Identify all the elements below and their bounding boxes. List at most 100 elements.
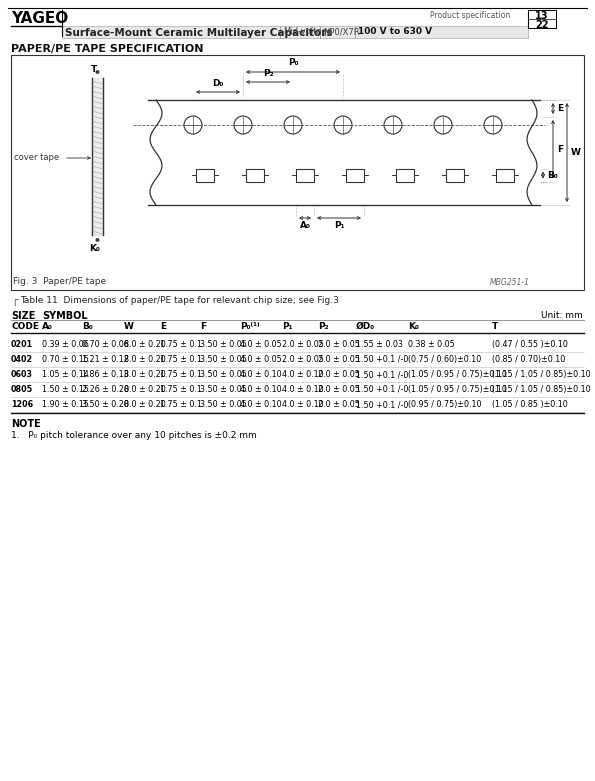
- Text: K₀: K₀: [408, 322, 419, 331]
- Text: 1.   P₀ pitch tolerance over any 10 pitches is ±0.2 mm: 1. P₀ pitch tolerance over any 10 pitche…: [11, 431, 257, 440]
- Text: 4.0 ± 0.10: 4.0 ± 0.10: [240, 385, 281, 394]
- Text: 2.0 ± 0.05: 2.0 ± 0.05: [318, 400, 360, 409]
- Text: 2.0 ± 0.05: 2.0 ± 0.05: [318, 355, 360, 364]
- Text: 1.05 ± 0.14: 1.05 ± 0.14: [42, 370, 89, 379]
- Text: ┌: ┌: [11, 296, 18, 306]
- Text: 0603: 0603: [11, 370, 33, 379]
- Text: 1.75 ± 0.1: 1.75 ± 0.1: [160, 355, 202, 364]
- Text: 1.50 +0.1 /-0: 1.50 +0.1 /-0: [356, 400, 408, 409]
- Text: 22: 22: [536, 20, 549, 30]
- Text: K₀: K₀: [90, 244, 101, 253]
- Text: (0.85 / 0.70)±0.10: (0.85 / 0.70)±0.10: [492, 355, 565, 364]
- Text: 1.86 ± 0.13: 1.86 ± 0.13: [82, 370, 129, 379]
- Text: 1.90 ± 0.15: 1.90 ± 0.15: [42, 400, 89, 409]
- Text: Surface-Mount Ceramic Multilayer Capacitors: Surface-Mount Ceramic Multilayer Capacit…: [65, 27, 333, 37]
- Text: 3.50 ± 0.05: 3.50 ± 0.05: [200, 355, 247, 364]
- Text: 8.0 ± 0.20: 8.0 ± 0.20: [124, 355, 166, 364]
- Text: 1.75 ± 0.1: 1.75 ± 0.1: [160, 340, 202, 349]
- Text: 2.0 ± 0.05: 2.0 ± 0.05: [318, 370, 360, 379]
- Text: 1.50 ± 0.15: 1.50 ± 0.15: [42, 385, 89, 394]
- Text: 1.75 ± 0.1: 1.75 ± 0.1: [160, 370, 202, 379]
- Bar: [62, 26, 528, 38]
- Text: Fig. 3  Paper/PE tape: Fig. 3 Paper/PE tape: [13, 277, 106, 286]
- Text: NOTE: NOTE: [11, 419, 40, 429]
- Text: 8.0 ± 0.20: 8.0 ± 0.20: [124, 385, 166, 394]
- Text: 8.0 ± 0.20: 8.0 ± 0.20: [124, 340, 166, 349]
- Text: 1.75 ± 0.1: 1.75 ± 0.1: [160, 400, 202, 409]
- Text: W: W: [124, 322, 134, 331]
- Text: P₁: P₁: [334, 221, 345, 230]
- Text: 2.0 ± 0.05: 2.0 ± 0.05: [282, 355, 324, 364]
- Text: 3.50 ± 0.05: 3.50 ± 0.05: [200, 370, 247, 379]
- Text: NP0/X7R: NP0/X7R: [323, 27, 359, 37]
- Text: (1.05 / 0.95 / 0.75)±0.10: (1.05 / 0.95 / 0.75)±0.10: [408, 385, 507, 394]
- Text: 1.50 +0.1 /-0: 1.50 +0.1 /-0: [356, 355, 408, 364]
- Text: P₀⁽¹⁾: P₀⁽¹⁾: [240, 322, 259, 331]
- Text: Table 11  Dimensions of paper/PE tape for relevant chip size; see Fig.3: Table 11 Dimensions of paper/PE tape for…: [20, 296, 339, 305]
- Text: 3.50 ± 0.05: 3.50 ± 0.05: [200, 385, 247, 394]
- Bar: [528, 10, 556, 28]
- Text: 4.0 ± 0.10: 4.0 ± 0.10: [282, 400, 324, 409]
- Text: 4.0 ± 0.10: 4.0 ± 0.10: [282, 385, 324, 394]
- Text: 1.55 ± 0.03: 1.55 ± 0.03: [356, 340, 403, 349]
- Text: 3.50 ± 0.05: 3.50 ± 0.05: [200, 340, 247, 349]
- Text: B₀: B₀: [547, 170, 558, 180]
- Text: (1.15 / 1.05 / 0.85)±0.10: (1.15 / 1.05 / 0.85)±0.10: [492, 385, 591, 394]
- Text: MBG251-1: MBG251-1: [490, 278, 530, 287]
- Bar: [246, 169, 264, 181]
- Text: 1.50 +0.1 /-0: 1.50 +0.1 /-0: [356, 370, 408, 379]
- Text: P₂: P₂: [262, 69, 273, 78]
- Text: 2.0 ± 0.05: 2.0 ± 0.05: [318, 340, 360, 349]
- Text: 1.50 +0.1 /-0: 1.50 +0.1 /-0: [356, 385, 408, 394]
- Text: 0.70 ± 0.15: 0.70 ± 0.15: [42, 355, 89, 364]
- Text: SIZE: SIZE: [11, 311, 35, 321]
- Text: D₀: D₀: [212, 79, 224, 88]
- Text: 2.26 ± 0.20: 2.26 ± 0.20: [82, 385, 129, 394]
- Bar: [446, 169, 464, 181]
- Text: 3.50 ± 0.20: 3.50 ± 0.20: [82, 400, 129, 409]
- Text: SYMBOL: SYMBOL: [42, 311, 87, 321]
- Text: 2.0 ± 0.05: 2.0 ± 0.05: [318, 385, 360, 394]
- Text: P₀: P₀: [288, 58, 298, 67]
- Text: 8.0 ± 0.20: 8.0 ± 0.20: [124, 400, 166, 409]
- Text: 0805: 0805: [11, 385, 33, 394]
- Text: 3.50 ± 0.05: 3.50 ± 0.05: [200, 400, 247, 409]
- Text: T: T: [492, 322, 498, 331]
- Text: Mid-voltage: Mid-voltage: [283, 27, 332, 37]
- Text: 0.70 ± 0.06: 0.70 ± 0.06: [82, 340, 129, 349]
- Text: A₀: A₀: [42, 322, 53, 331]
- Text: (1.05 / 0.85 )±0.10: (1.05 / 0.85 )±0.10: [492, 400, 568, 409]
- Text: 4.0 ± 0.10: 4.0 ± 0.10: [240, 370, 281, 379]
- Text: 0.39 ± 0.06: 0.39 ± 0.06: [42, 340, 89, 349]
- Text: 4.0 ± 0.05: 4.0 ± 0.05: [240, 340, 282, 349]
- Text: (0.95 / 0.75)±0.10: (0.95 / 0.75)±0.10: [408, 400, 481, 409]
- Text: (1.15 / 1.05 / 0.85)±0.10: (1.15 / 1.05 / 0.85)±0.10: [492, 370, 591, 379]
- Text: 0201: 0201: [11, 340, 33, 349]
- Text: cover tape: cover tape: [14, 153, 59, 162]
- Text: 1206: 1206: [11, 400, 33, 409]
- Text: 4.0 ± 0.10: 4.0 ± 0.10: [282, 370, 324, 379]
- Text: 8.0 ± 0.20: 8.0 ± 0.20: [124, 370, 166, 379]
- Text: (1.05 / 0.95 / 0.75)±0.10: (1.05 / 0.95 / 0.75)±0.10: [408, 370, 507, 379]
- Text: P₂: P₂: [318, 322, 328, 331]
- Text: 4.0 ± 0.10: 4.0 ± 0.10: [240, 400, 281, 409]
- Text: B₀: B₀: [82, 322, 93, 331]
- Text: PAPER/PE TAPE SPECIFICATION: PAPER/PE TAPE SPECIFICATION: [11, 44, 203, 54]
- Text: 13: 13: [536, 11, 549, 21]
- Text: YAGEO: YAGEO: [11, 11, 68, 26]
- Text: T: T: [91, 65, 97, 74]
- Bar: [296, 169, 314, 181]
- Text: 100 V to 630 V: 100 V to 630 V: [358, 27, 432, 37]
- Text: 4.0 ± 0.05: 4.0 ± 0.05: [240, 355, 282, 364]
- Bar: [396, 169, 414, 181]
- Text: 2.0 ± 0.05: 2.0 ± 0.05: [282, 340, 324, 349]
- Text: E: E: [557, 104, 563, 113]
- Text: (0.75 / 0.60)±0.10: (0.75 / 0.60)±0.10: [408, 355, 481, 364]
- Text: F: F: [200, 322, 206, 331]
- Text: Unit: mm: Unit: mm: [541, 311, 583, 320]
- Text: ØD₀: ØD₀: [356, 322, 375, 331]
- Text: F: F: [557, 144, 563, 154]
- Text: P₁: P₁: [282, 322, 293, 331]
- Text: 0.38 ± 0.05: 0.38 ± 0.05: [408, 340, 455, 349]
- Text: 0402: 0402: [11, 355, 33, 364]
